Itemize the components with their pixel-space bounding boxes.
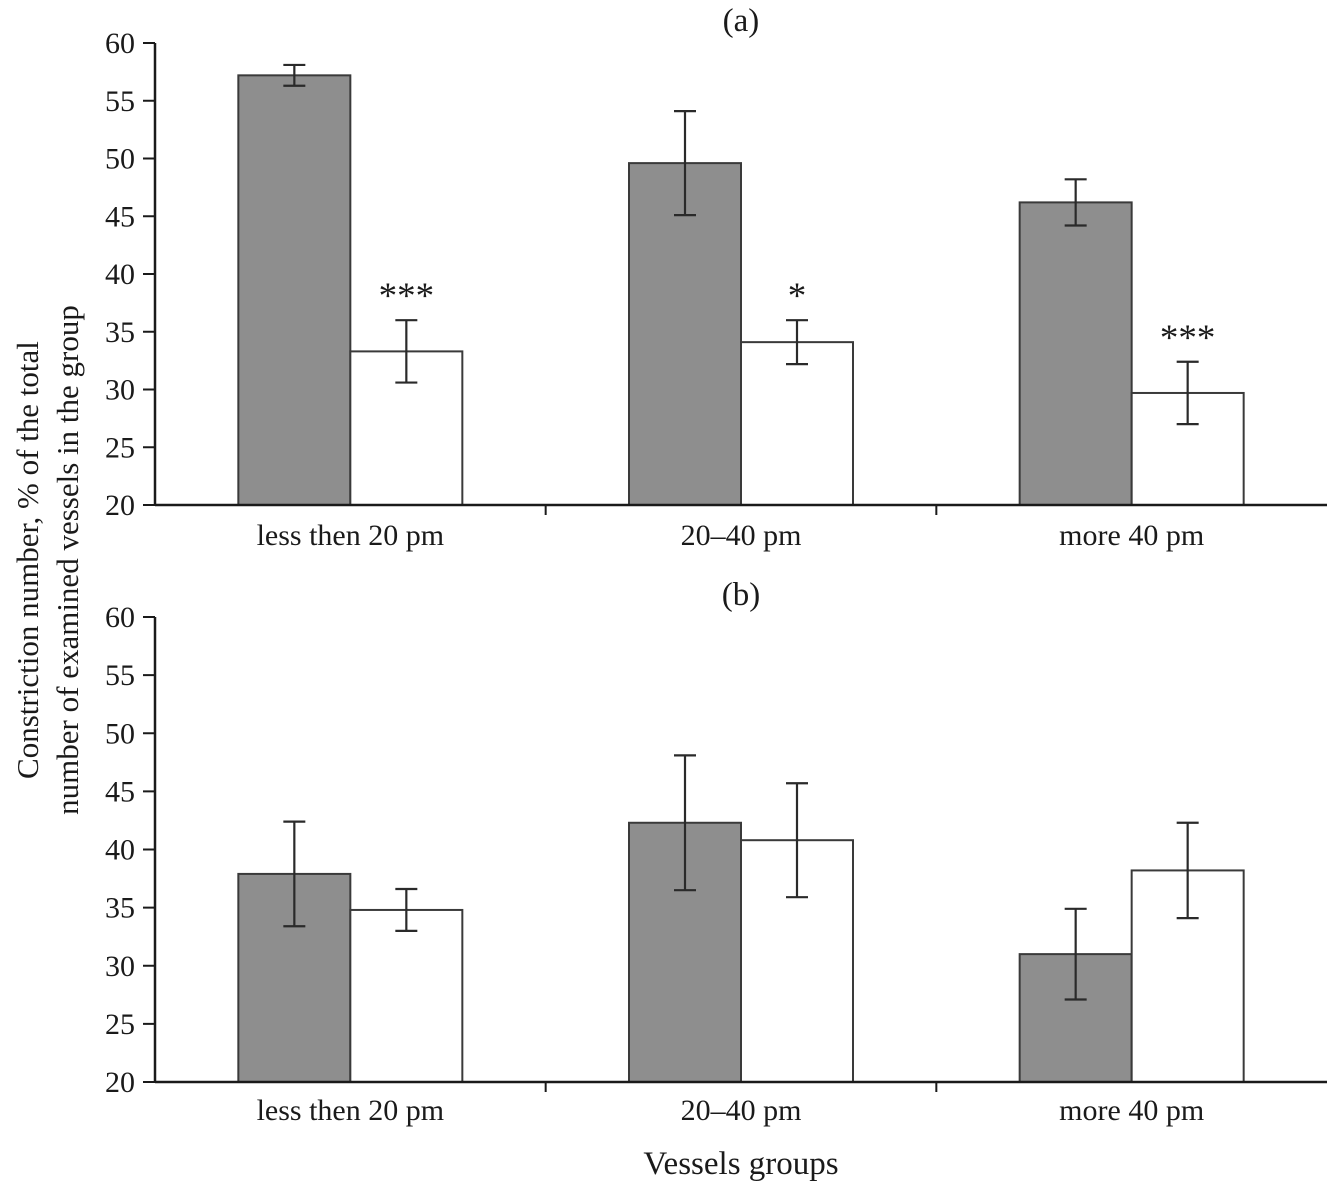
y-tick-label: 35 xyxy=(105,892,135,925)
x-category-label: less then 20 pm xyxy=(257,1094,445,1127)
bar-white-open xyxy=(349,908,464,1084)
y-tick-label: 50 xyxy=(105,717,135,750)
bar-gray-filled xyxy=(237,74,352,506)
y-tick-label: 55 xyxy=(105,85,135,118)
significance-annotation: * xyxy=(788,276,807,317)
y-tick-label: 45 xyxy=(105,775,135,808)
bar-white-open xyxy=(740,341,854,506)
y-tick-label: 20 xyxy=(105,1066,135,1099)
x-category-label: more 40 pm xyxy=(1059,519,1204,552)
panel-a: (a) less then 20 pm *** 20–40 pm * more 40 pm… xyxy=(105,3,1327,552)
y-tick-label: 30 xyxy=(105,374,135,407)
y-tick-label: 60 xyxy=(105,601,135,634)
panel-title: (b) xyxy=(722,577,760,613)
y-tick-label: 55 xyxy=(105,659,135,692)
panel-b: (b) less then 20 pm 20–40 pm more 40 pm 20 25… xyxy=(105,577,1327,1127)
y-tick-label: 40 xyxy=(105,258,135,291)
x-category-label: 20–40 pm xyxy=(681,519,802,552)
y-tick-label: 20 xyxy=(105,489,135,522)
panel-title: (a) xyxy=(723,3,760,39)
x-axis-label: Vessels groups xyxy=(643,1146,839,1182)
bar-gray-filled xyxy=(628,162,742,506)
x-category-label: 20–40 pm xyxy=(681,1094,802,1127)
y-tick-label: 35 xyxy=(105,316,135,349)
y-axis-label: Constriction number, % of the total numb… xyxy=(10,305,86,815)
x-category-label: more 40 pm xyxy=(1059,1094,1204,1127)
bar-gray-filled xyxy=(1018,201,1133,506)
y-tick-label: 60 xyxy=(105,27,135,60)
significance-annotation: *** xyxy=(379,276,435,317)
significance-annotation: *** xyxy=(1160,318,1216,359)
y-tick-label: 25 xyxy=(105,431,135,464)
y-tick-label: 40 xyxy=(105,834,135,867)
y-tick-label: 50 xyxy=(105,143,135,176)
y-tick-label: 45 xyxy=(105,200,135,233)
x-category-label: less then 20 pm xyxy=(257,519,445,552)
y-tick-label: 30 xyxy=(105,950,135,983)
y-tick-label: 25 xyxy=(105,1008,135,1041)
